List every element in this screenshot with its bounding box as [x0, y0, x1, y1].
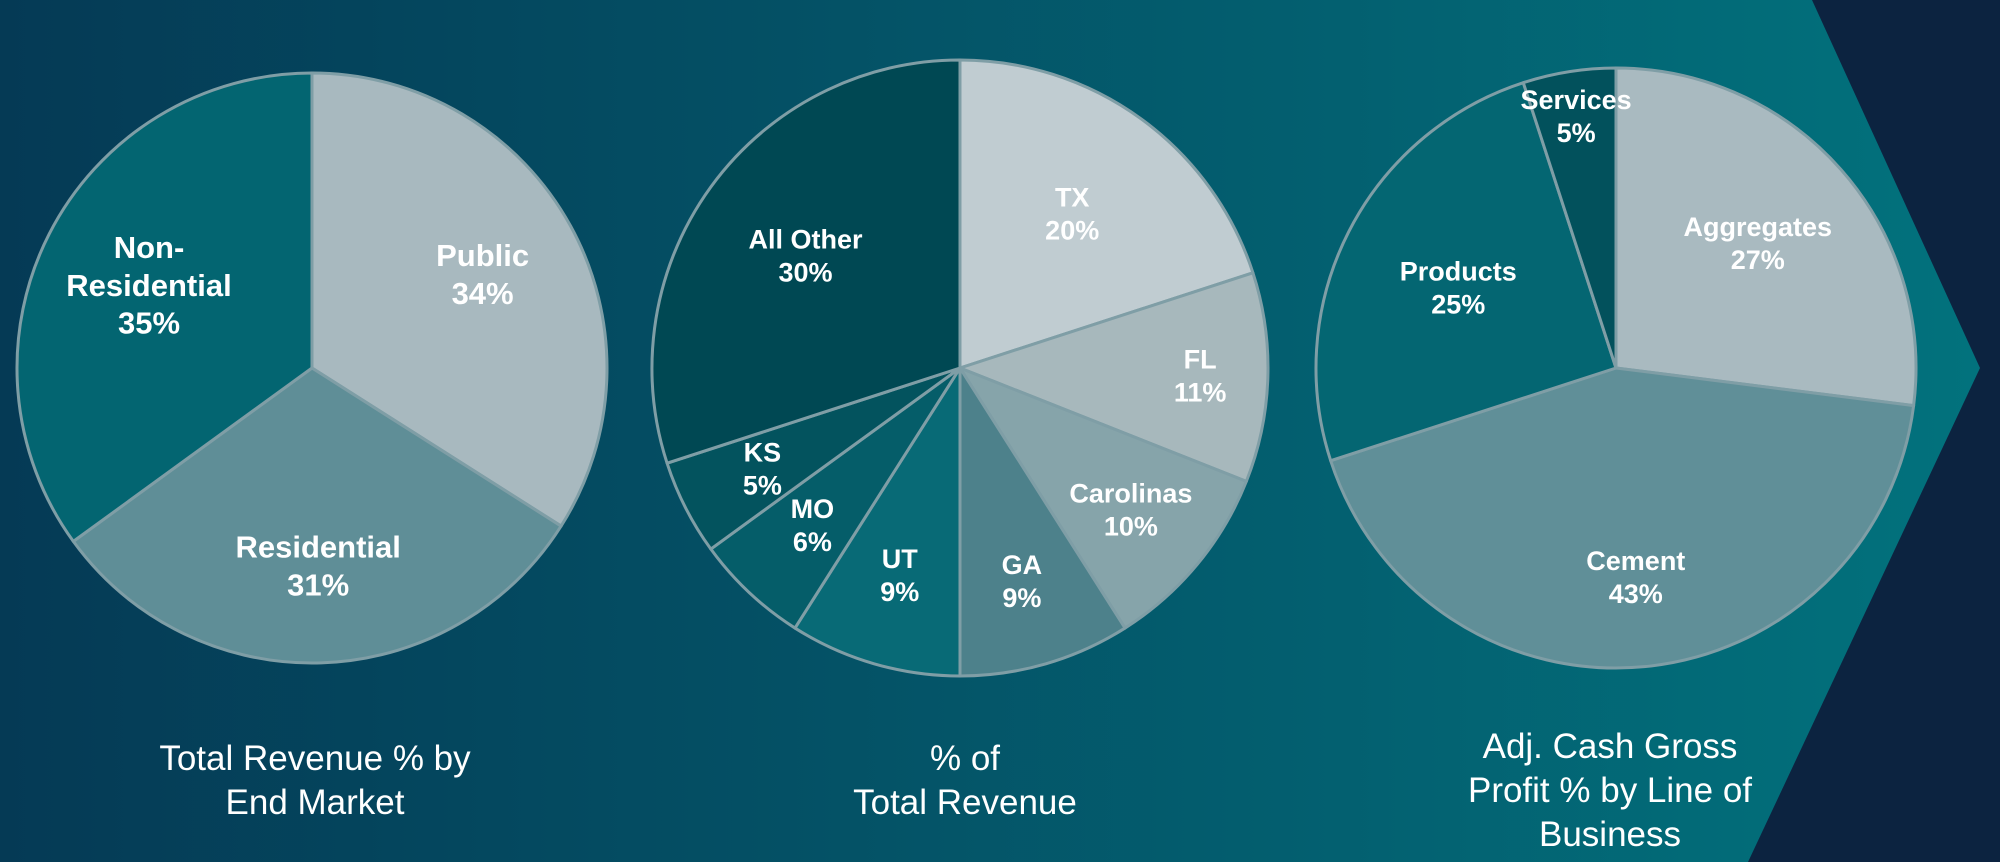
pie-slice-all-other — [650, 58, 962, 465]
slice-label-line: 30% — [778, 258, 832, 288]
slice-label-line: 34% — [452, 276, 514, 311]
slice-label-line: TX — [1055, 183, 1090, 213]
slice-label-line: 20% — [1045, 215, 1099, 245]
slice-label-public: Public 34% — [436, 238, 529, 311]
chart-title-line-of-business: Adj. Cash Gross Profit % by Line of Busi… — [1360, 725, 1860, 857]
slice-label-line: 9% — [1002, 583, 1041, 613]
slice-label-all-other: All Other 30% — [748, 225, 863, 288]
slice-label-line: Cement — [1586, 546, 1685, 576]
slice-label-fl: FL 11% — [1174, 345, 1227, 408]
slice-label-line: Residential — [66, 268, 231, 303]
slice-label-residential: Residential 31% — [236, 530, 401, 603]
slice-label-line: Residential — [236, 530, 401, 565]
pie-slice-aggregates — [1614, 66, 1918, 408]
slice-label-ks: KS 5% — [743, 438, 782, 501]
pie-slice-ut — [793, 366, 962, 678]
slice-label-line: Services — [1521, 85, 1632, 115]
chart-title-line: End Market — [225, 783, 405, 822]
pie-slice-tx — [958, 58, 1255, 370]
slice-label-services: Services 5% — [1521, 85, 1632, 148]
pie-slice-carolinas — [958, 366, 1248, 630]
pie-slice-services — [1521, 66, 1618, 370]
chart-title-line: Adj. Cash Gross — [1482, 727, 1738, 766]
slice-label-line: 10% — [1104, 511, 1158, 541]
slice-label-ga: GA 9% — [1002, 550, 1043, 613]
slice-label-line: MO — [791, 494, 835, 524]
slice-label-line: GA — [1002, 550, 1043, 580]
slice-label-tx: TX 20% — [1045, 183, 1099, 246]
pie-slice-cement — [1329, 366, 1916, 670]
chart-title-end-market: Total Revenue % by End Market — [60, 737, 570, 825]
chart-title-line: Total Revenue — [853, 783, 1077, 822]
slice-label-line: 31% — [287, 567, 349, 602]
slice-label-line: 27% — [1731, 245, 1785, 275]
slice-label-line: Public — [436, 238, 529, 273]
chart-title-total-revenue: % of Total Revenue — [710, 737, 1220, 825]
slice-label-line: Carolinas — [1069, 478, 1192, 508]
slice-label-line: 5% — [743, 471, 782, 501]
pie-slice-ga — [958, 366, 1127, 678]
chart-title-line: % of — [929, 739, 1001, 778]
slice-label-aggregates: Aggregates 27% — [1684, 212, 1833, 275]
chart-title-line: Total Revenue % by — [159, 739, 471, 778]
slice-label-line: UT — [882, 544, 918, 574]
pie-slice-public — [310, 71, 609, 528]
slice-label-cement: Cement 43% — [1586, 546, 1685, 609]
slice-label-line: KS — [744, 438, 782, 468]
slice-label-line: 11% — [1174, 378, 1227, 408]
pie-slice-fl — [958, 271, 1270, 483]
slice-label-ut: UT 9% — [880, 544, 919, 607]
slice-label-mo: MO 6% — [791, 494, 835, 557]
slice-label-products: Products 25% — [1400, 257, 1517, 320]
slice-label-line: All Other — [748, 225, 863, 255]
slice-label-line: 6% — [793, 527, 832, 557]
slice-label-line: 25% — [1431, 290, 1485, 320]
pie-slice-non — [15, 71, 314, 543]
chart-title-line: Profit % by Line of — [1467, 771, 1753, 810]
slice-label-line: FL — [1184, 345, 1217, 375]
slice-label-line: Non- — [114, 230, 185, 265]
slice-label-line: Products — [1400, 257, 1517, 287]
slice-label-line: 43% — [1609, 579, 1663, 609]
slice-label-line: Aggregates — [1684, 212, 1833, 242]
chart-title-line: Business — [1538, 815, 1682, 854]
pie-slice-products — [1314, 81, 1618, 463]
slice-label-line: 5% — [1557, 118, 1596, 148]
slice-label-line: 35% — [118, 306, 180, 341]
slice-label-carolinas: Carolinas 10% — [1069, 478, 1192, 541]
slice-label-line: 9% — [880, 577, 919, 607]
slice-label-non: Non-Residential 35% — [66, 230, 231, 341]
pie-slice-residential — [71, 366, 563, 665]
